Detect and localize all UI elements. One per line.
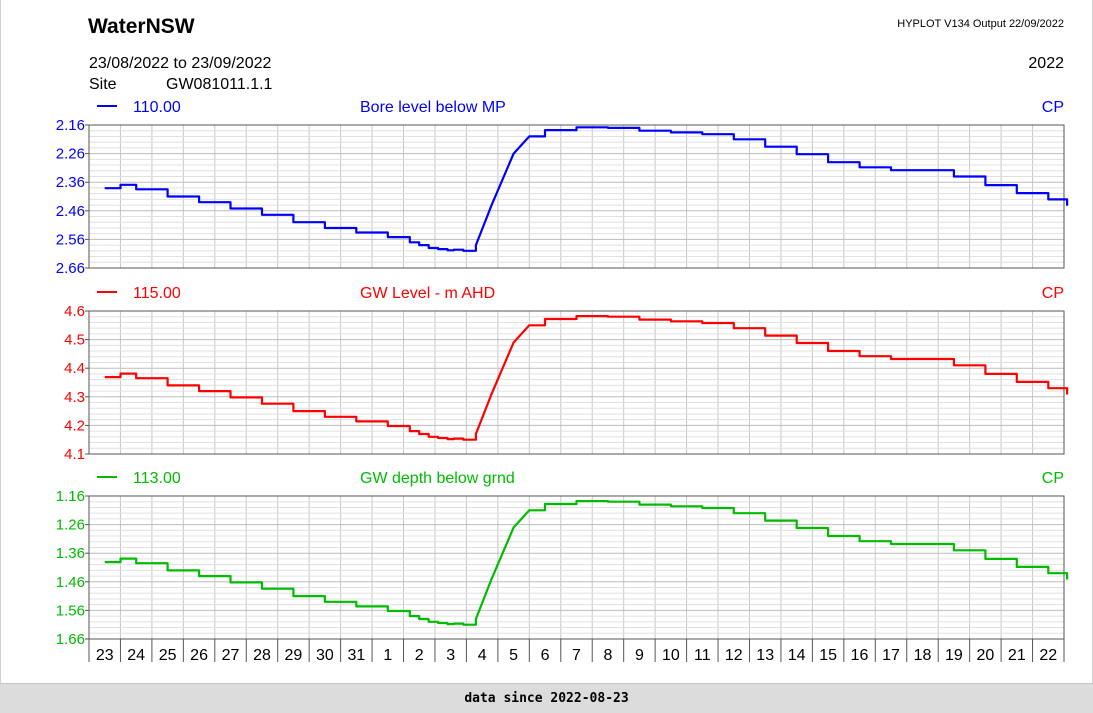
report-title: WaterNSW (88, 15, 195, 38)
y-tick-label: 1.16 (56, 488, 85, 505)
x-tick-label: 9 (635, 647, 644, 664)
x-tick-label: 25 (159, 647, 177, 664)
x-tick-label: 2 (415, 647, 424, 664)
site-label: Site (89, 76, 117, 93)
report-year: 2022 (1028, 55, 1064, 72)
series-line (104, 315, 1069, 441)
y-tick-label: 4.5 (64, 332, 85, 349)
x-tick-label: 10 (662, 647, 680, 664)
x-tick-label: 15 (819, 647, 837, 664)
chart-panels: 110.00 Bore level below MP CP 2.16 2.26 2.36 2… (56, 99, 1069, 648)
x-tick-label: 13 (756, 647, 774, 664)
y-tick-label: 2.56 (56, 231, 85, 248)
x-tick-label: 18 (914, 647, 932, 664)
x-tick-label: 31 (347, 647, 365, 664)
x-tick-label: 27 (222, 647, 240, 664)
y-tick-label: 2.26 (56, 146, 85, 163)
series-title: GW depth below grnd (360, 470, 515, 487)
plot-area (88, 495, 1065, 640)
x-tick-label: 26 (190, 647, 208, 664)
x-tick-label: 19 (945, 647, 963, 664)
x-tick-label: 14 (788, 647, 806, 664)
y-tick-label: 2.66 (56, 260, 85, 277)
series-title: Bore level below MP (360, 99, 506, 116)
x-tick-label: 24 (127, 647, 145, 664)
y-tick-label: 1.56 (56, 602, 85, 619)
footer-text: data since 2022-08-23 (464, 691, 629, 706)
y-tick-label: 1.36 (56, 545, 85, 562)
x-tick-label: 6 (541, 647, 550, 664)
y-tick-label: 2.46 (56, 203, 85, 220)
quality-code: CP (1042, 470, 1064, 487)
x-tick-label: 28 (253, 647, 271, 664)
plot-area (88, 310, 1065, 455)
y-tick-label: 2.16 (56, 117, 85, 134)
quality-code: CP (1042, 285, 1064, 302)
plot-area (88, 124, 1065, 269)
series-line (104, 500, 1069, 626)
x-tick-label: 12 (725, 647, 743, 664)
y-tick-label: 1.66 (56, 631, 85, 648)
x-tick-label: 7 (572, 647, 581, 664)
y-tick-label: 4.6 (64, 303, 85, 320)
series-title: GW Level - m AHD (360, 285, 495, 302)
panel-3: 113.00 GW depth below grnd CP 1.16 1.26 1.36 1… (56, 470, 1069, 648)
x-tick-label: 23 (96, 647, 114, 664)
y-tick-label: 4.4 (64, 360, 85, 377)
x-tick-label: 17 (882, 647, 900, 664)
x-tick-label: 11 (694, 647, 711, 664)
x-axis-day-labels: 23 24 25 26 27 28 29 30 31 1 2 3 4 5 6 7 8 9 10 11 12 13 14 15 1… (88, 639, 1065, 664)
x-tick-label: 8 (603, 647, 612, 664)
y-tick-label: 4.3 (64, 389, 85, 406)
y-tick-label: 1.46 (56, 574, 85, 591)
x-tick-label: 22 (1039, 647, 1057, 664)
program-info: HYPLOT V134 Output 22/09/2022 (897, 18, 1064, 30)
x-tick-label: 30 (316, 647, 334, 664)
panel-2: 115.00 GW Level - m AHD CP 4.6 4.5 4.4 4.3 4.2 4… (64, 285, 1069, 463)
hyplot-chart: WaterNSW HYPLOT V134 Output 22/09/2022 2… (56, 15, 1069, 664)
x-tick-label: 21 (1008, 647, 1026, 664)
series-code: 115.00 (133, 285, 181, 302)
series-code: 110.00 (133, 99, 181, 116)
footer-bar: data since 2022-08-23 (0, 683, 1093, 713)
x-tick-label: 5 (509, 647, 518, 664)
date-range: 23/08/2022 to 23/09/2022 (89, 55, 271, 72)
x-tick-label: 16 (851, 647, 869, 664)
x-tick-label: 29 (285, 647, 303, 664)
y-tick-label: 1.26 (56, 517, 85, 534)
series-line (104, 126, 1069, 252)
site-id: GW081011.1.1 (166, 76, 273, 93)
x-tick-label: 20 (976, 647, 994, 664)
x-tick-label: 1 (383, 647, 392, 664)
y-tick-label: 2.36 (56, 174, 85, 191)
y-tick-label: 4.2 (64, 417, 85, 434)
y-tick-label: 4.1 (64, 446, 85, 463)
series-code: 113.00 (133, 470, 181, 487)
x-tick-label: 3 (446, 647, 455, 664)
x-tick-label: 4 (478, 647, 487, 664)
quality-code: CP (1042, 99, 1064, 116)
panel-1: 110.00 Bore level below MP CP 2.16 2.26 2.36 2… (56, 99, 1069, 277)
